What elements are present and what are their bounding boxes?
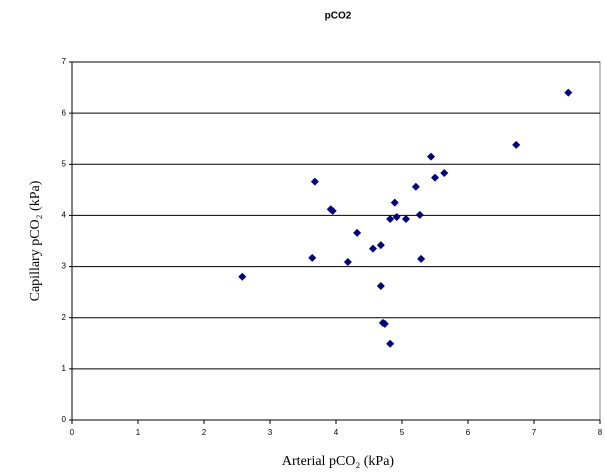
- data-point: [386, 215, 395, 224]
- plot-area: [71, 61, 601, 421]
- y-tick-label: 6: [62, 108, 67, 117]
- y-tick-label: 0: [62, 415, 67, 424]
- x-tick-label: 2: [202, 428, 207, 437]
- data-point: [417, 254, 426, 263]
- data-point: [343, 257, 352, 266]
- data-point: [368, 244, 377, 253]
- data-point: [411, 182, 420, 191]
- data-point: [440, 168, 449, 177]
- y-tick-label: 7: [62, 57, 67, 66]
- data-point: [376, 282, 385, 291]
- data-point: [390, 198, 399, 207]
- data-point: [380, 319, 389, 328]
- data-point: [328, 206, 337, 215]
- x-tick-label: 7: [532, 428, 537, 437]
- data-point: [401, 215, 410, 224]
- x-axis-label: Arterial pCO₂ (kPa): [282, 454, 395, 469]
- data-point: [415, 210, 424, 219]
- y-tick-label: 2: [62, 313, 67, 322]
- y-tick-label: 1: [62, 364, 67, 373]
- x-tick-label: 4: [334, 428, 339, 437]
- y-tick-label: 3: [62, 262, 67, 271]
- data-point: [308, 253, 317, 262]
- x-tick-label: 5: [400, 428, 405, 437]
- y-axis-label: Capillary pCO₂ (kPa): [28, 180, 43, 301]
- data-point: [512, 140, 521, 149]
- data-point: [353, 228, 362, 237]
- data-point: [564, 88, 573, 97]
- x-tick-label: 6: [466, 428, 471, 437]
- chart-title: pCO2: [325, 11, 352, 22]
- data-point: [427, 152, 436, 161]
- y-tick-label: 5: [62, 159, 67, 168]
- x-tick-label: 3: [268, 428, 273, 437]
- x-tick-label: 1: [136, 428, 141, 437]
- data-point: [386, 339, 395, 348]
- data-point: [376, 241, 385, 250]
- data-point: [431, 173, 439, 182]
- x-tick-label: 8: [598, 428, 603, 437]
- x-tick-label: 0: [70, 428, 75, 437]
- data-point: [238, 272, 247, 281]
- data-point: [392, 212, 401, 221]
- y-tick-label: 4: [62, 211, 67, 220]
- data-point: [310, 177, 319, 186]
